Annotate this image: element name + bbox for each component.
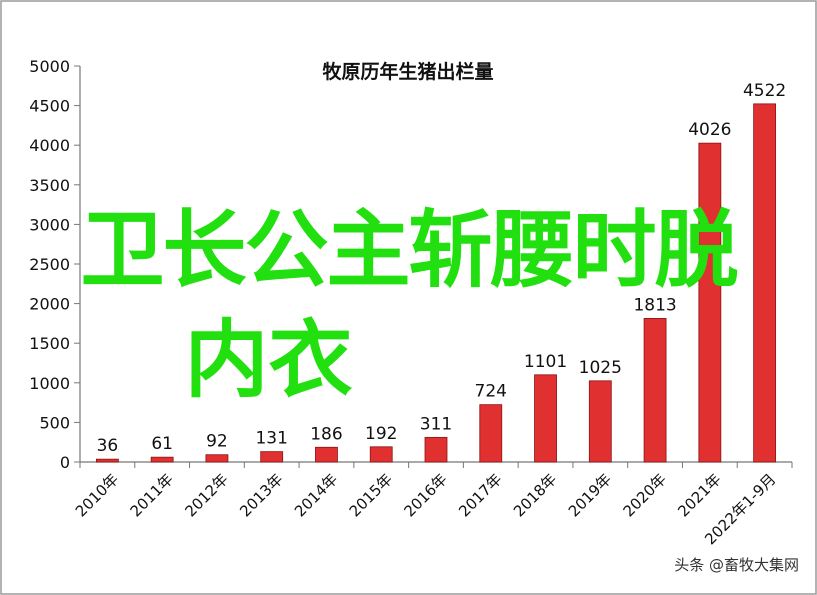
bar-2020年 (643, 318, 667, 463)
bar-value-label: 131 (255, 429, 287, 449)
bar-2016年 (424, 436, 448, 463)
overlay-caption-line1: 卫长公主斩腰时脱 (80, 201, 738, 299)
bar-value-label: 186 (310, 424, 342, 444)
bar-value-label: 192 (365, 424, 397, 444)
y-axis: 0 500 1000 1500 2000 2500 3000 3500 4000 4500 5000 (29, 57, 81, 472)
y-tick-label: 2500 (29, 255, 70, 274)
bar-value-label: 61 (151, 434, 173, 454)
y-tick-label: 500 (39, 413, 70, 432)
bar-value-label: 724 (475, 382, 507, 402)
bar-value-label: 4522 (743, 81, 786, 101)
y-tick-label: 3500 (29, 176, 70, 195)
bar-2015年 (369, 446, 393, 463)
y-tick-label: 4500 (29, 97, 70, 116)
bar-2021年 (698, 142, 722, 463)
bar-value-label: 1101 (524, 352, 567, 372)
bar-value-label: 36 (97, 436, 119, 456)
bar-value-label: 4026 (688, 120, 731, 140)
bars (95, 103, 777, 463)
bar-value-label: 92 (206, 432, 228, 452)
bar-2022年1-9月 (753, 103, 777, 463)
bar-2010年 (95, 458, 119, 463)
chart-title: 牧原历年生猪出栏量 (322, 60, 493, 83)
bar-2011年 (150, 456, 174, 463)
bar-2017年 (479, 404, 503, 463)
bar-2012年 (205, 454, 229, 463)
bar-labels: 36 61 92 131 186 192 311 724 1101 1025 1813 4026 452… (97, 81, 787, 456)
bar-value-label: 311 (420, 414, 452, 434)
y-tick-label: 3000 (29, 215, 70, 234)
bar-2013年 (260, 451, 284, 463)
bar-value-label: 1025 (579, 358, 622, 378)
y-tick-label: 2000 (29, 295, 70, 314)
overlay-caption-line2: 内衣 (184, 311, 353, 409)
y-tick-label: 5000 (29, 57, 70, 76)
bar-2019年 (588, 380, 612, 463)
y-tick-label: 0 (60, 453, 70, 472)
bar-2014年 (315, 446, 338, 463)
y-tick-label: 1500 (29, 334, 70, 353)
y-tick-label: 1000 (29, 374, 70, 393)
watermark: 头条 @畜牧大集网 (674, 556, 799, 574)
y-tick-label: 4000 (29, 136, 70, 155)
bar-value-label: 1813 (633, 295, 676, 315)
bar-2018年 (534, 374, 557, 463)
